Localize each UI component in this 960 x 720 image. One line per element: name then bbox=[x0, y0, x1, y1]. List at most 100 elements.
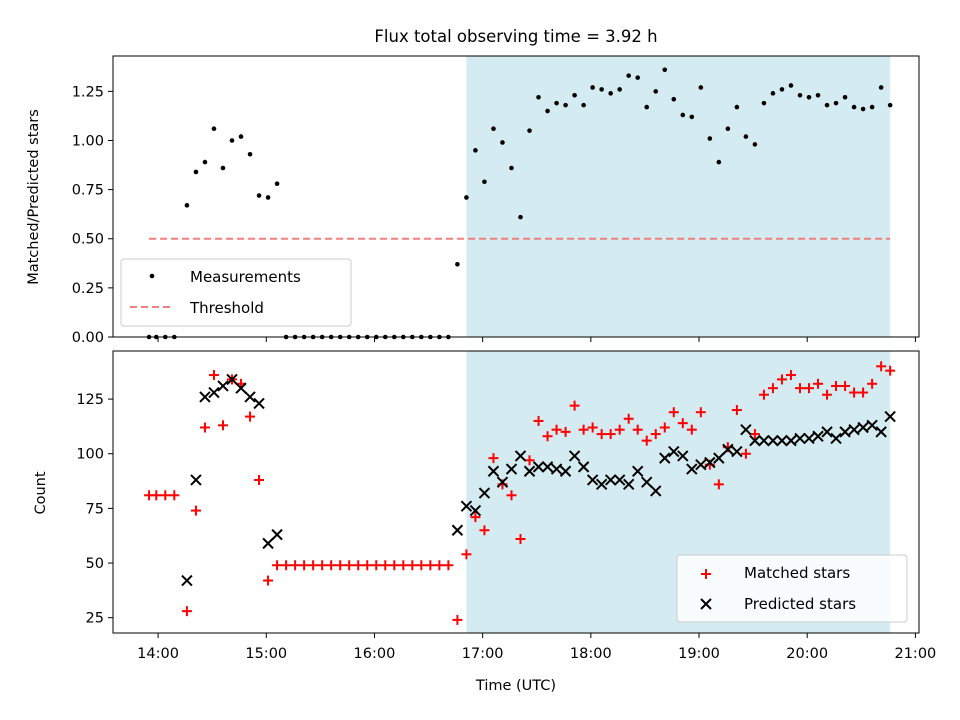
top-y-tick-label: 1.00 bbox=[72, 133, 104, 149]
matched-star-point bbox=[254, 474, 265, 485]
matched-star-point bbox=[822, 389, 833, 400]
chart-title: Flux total observing time = 3.92 h bbox=[374, 27, 657, 46]
matched-star-point bbox=[677, 418, 688, 429]
predicted-star-point bbox=[199, 391, 211, 403]
measurement-point bbox=[725, 126, 731, 132]
predicted-star-point bbox=[532, 461, 545, 473]
bottom-y-axis: 25 50 75 100 125 bbox=[76, 392, 113, 627]
measurement-point bbox=[878, 85, 884, 90]
predicted-star-point bbox=[451, 524, 464, 536]
measurement-point bbox=[518, 214, 523, 220]
predicted-star-point bbox=[595, 478, 608, 491]
measurement-point bbox=[554, 100, 559, 106]
matched-star-point bbox=[701, 569, 711, 579]
matched-star-point bbox=[506, 490, 517, 501]
matched-star-point bbox=[416, 560, 427, 571]
predicted-star-point bbox=[776, 434, 788, 447]
matched-star-point bbox=[160, 490, 171, 501]
predicted-star-point bbox=[622, 478, 635, 491]
predicted-star-point bbox=[523, 465, 536, 477]
measurement-point bbox=[869, 104, 875, 110]
predicted-star-point bbox=[235, 382, 247, 394]
measurement-point bbox=[527, 128, 532, 133]
matched-star-point bbox=[326, 560, 337, 571]
matched-star-point bbox=[533, 415, 544, 426]
predicted-star-point bbox=[541, 461, 554, 473]
matched-star-point bbox=[461, 549, 472, 560]
measurement-point bbox=[229, 138, 235, 143]
predicted-star-point bbox=[496, 476, 509, 488]
matched-star-point bbox=[794, 383, 805, 394]
predicted-star-point bbox=[722, 443, 734, 456]
predicted-star-point bbox=[839, 426, 851, 438]
predicted-star-point bbox=[857, 421, 869, 434]
predicted-star-point bbox=[686, 463, 698, 475]
measurement-point bbox=[238, 134, 244, 139]
bottom-y-tick-label: 75 bbox=[86, 501, 104, 517]
predicted-star-point bbox=[713, 452, 725, 464]
measurement-point bbox=[689, 114, 695, 120]
matched-star-point bbox=[749, 429, 760, 440]
matched-star-point bbox=[885, 365, 896, 376]
matched-star-point bbox=[641, 435, 652, 446]
matched-star-point bbox=[290, 560, 301, 571]
matched-star-point bbox=[272, 560, 283, 571]
measurement-point bbox=[653, 89, 659, 94]
matched-star-point bbox=[713, 479, 724, 490]
matched-star-point bbox=[605, 429, 616, 440]
predicted-star-point bbox=[505, 463, 518, 475]
measurement-point bbox=[599, 87, 604, 92]
predicted-stars-points bbox=[181, 373, 896, 587]
matched-star-point bbox=[596, 429, 607, 440]
predicted-star-point bbox=[677, 450, 689, 462]
top-panel: 0.00 0.25 0.50 0.75 1.00 1.25 Matched/Predict… bbox=[26, 55, 920, 346]
predicted-star-point bbox=[749, 434, 761, 447]
measurement-point bbox=[220, 165, 226, 171]
matched-star-point bbox=[299, 560, 310, 571]
matched-star-point bbox=[695, 407, 706, 418]
matched-star-point bbox=[434, 560, 445, 571]
measurement-point bbox=[482, 179, 487, 185]
bottom-x-axis: 14:00 15:00 16:00 17:00 18:00 19:00 20:00 21:00 bbox=[137, 633, 936, 662]
measurement-point bbox=[671, 96, 677, 102]
measurement-point bbox=[491, 126, 496, 132]
measurement-point bbox=[887, 102, 893, 108]
predicted-star-point bbox=[794, 432, 806, 445]
predicted-star-point bbox=[604, 474, 617, 486]
matched-star-point bbox=[668, 407, 679, 418]
bottom-x-tick-label: 21:00 bbox=[894, 646, 936, 662]
matched-star-point bbox=[740, 448, 751, 459]
matched-star-point bbox=[867, 378, 878, 389]
measurement-point bbox=[851, 104, 857, 110]
predicted-star-point bbox=[613, 474, 626, 486]
predicted-star-point bbox=[559, 465, 572, 477]
matched-star-point bbox=[623, 413, 634, 424]
legend-measurements-label: Measurements bbox=[190, 268, 301, 286]
matched-star-point bbox=[731, 405, 742, 416]
predicted-star-point bbox=[785, 434, 797, 447]
predicted-star-point bbox=[668, 445, 680, 458]
predicted-star-point bbox=[875, 426, 887, 438]
matched-star-point bbox=[362, 560, 373, 571]
measurement-point bbox=[608, 91, 613, 96]
measurement-point bbox=[680, 112, 686, 118]
top-x-ticks bbox=[157, 337, 916, 342]
bottom-x-tick-label: 15:00 bbox=[245, 646, 287, 662]
bottom-y-tick-label: 100 bbox=[76, 447, 104, 463]
top-y-tick-label: 0.00 bbox=[72, 330, 104, 346]
predicted-star-point bbox=[217, 380, 229, 392]
matched-star-point bbox=[578, 424, 589, 435]
matched-star-point bbox=[208, 370, 219, 381]
matched-star-point bbox=[587, 422, 598, 433]
predicted-star-point bbox=[253, 397, 265, 410]
matched-star-point bbox=[245, 411, 256, 422]
predicted-star-point bbox=[767, 434, 779, 447]
legend-matched-stars-marker bbox=[701, 569, 711, 579]
predicted-star-point bbox=[821, 426, 833, 438]
matched-star-point bbox=[650, 429, 661, 440]
measurement-point bbox=[572, 93, 577, 98]
measurement-point bbox=[500, 140, 505, 145]
matched-star-point bbox=[542, 431, 553, 442]
matched-star-point bbox=[443, 560, 454, 571]
matched-star-point bbox=[425, 560, 436, 571]
